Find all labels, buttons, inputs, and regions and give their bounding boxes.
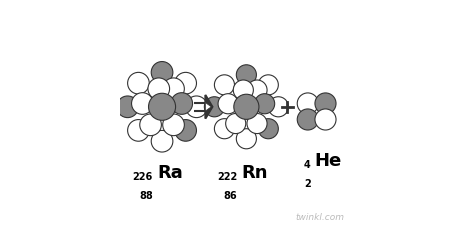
Circle shape [214,119,235,139]
Circle shape [233,80,254,100]
Text: 88: 88 [139,191,153,201]
Circle shape [247,80,267,100]
Circle shape [151,62,173,83]
Text: 86: 86 [223,191,237,201]
Circle shape [315,109,336,130]
Circle shape [171,93,192,114]
Circle shape [175,120,197,141]
Text: 2: 2 [304,179,311,189]
Circle shape [247,114,267,134]
Circle shape [128,120,149,141]
Text: Ra: Ra [157,164,183,182]
Circle shape [163,78,184,100]
Circle shape [132,93,153,114]
Text: twinkl.com: twinkl.com [296,213,345,222]
Circle shape [258,75,278,95]
Circle shape [117,96,138,118]
Circle shape [297,109,319,130]
Circle shape [258,119,278,139]
Circle shape [297,93,319,114]
Text: 222: 222 [217,172,237,182]
Polygon shape [205,95,212,118]
Circle shape [175,72,197,94]
Circle shape [315,93,336,114]
Text: 4: 4 [304,160,311,170]
Circle shape [148,78,170,100]
Circle shape [140,114,161,136]
Circle shape [255,94,275,114]
Text: Rn: Rn [242,164,268,182]
Circle shape [186,96,207,118]
Circle shape [151,130,173,152]
Circle shape [148,93,175,120]
Circle shape [226,114,246,134]
Circle shape [214,75,235,95]
Polygon shape [205,103,211,111]
Circle shape [234,94,259,119]
Circle shape [163,114,184,136]
Text: 226: 226 [132,172,153,182]
Circle shape [204,97,225,117]
Text: He: He [314,152,342,170]
Circle shape [268,97,288,117]
Circle shape [237,65,256,85]
Circle shape [128,72,149,94]
Circle shape [237,129,256,149]
Circle shape [218,94,238,114]
